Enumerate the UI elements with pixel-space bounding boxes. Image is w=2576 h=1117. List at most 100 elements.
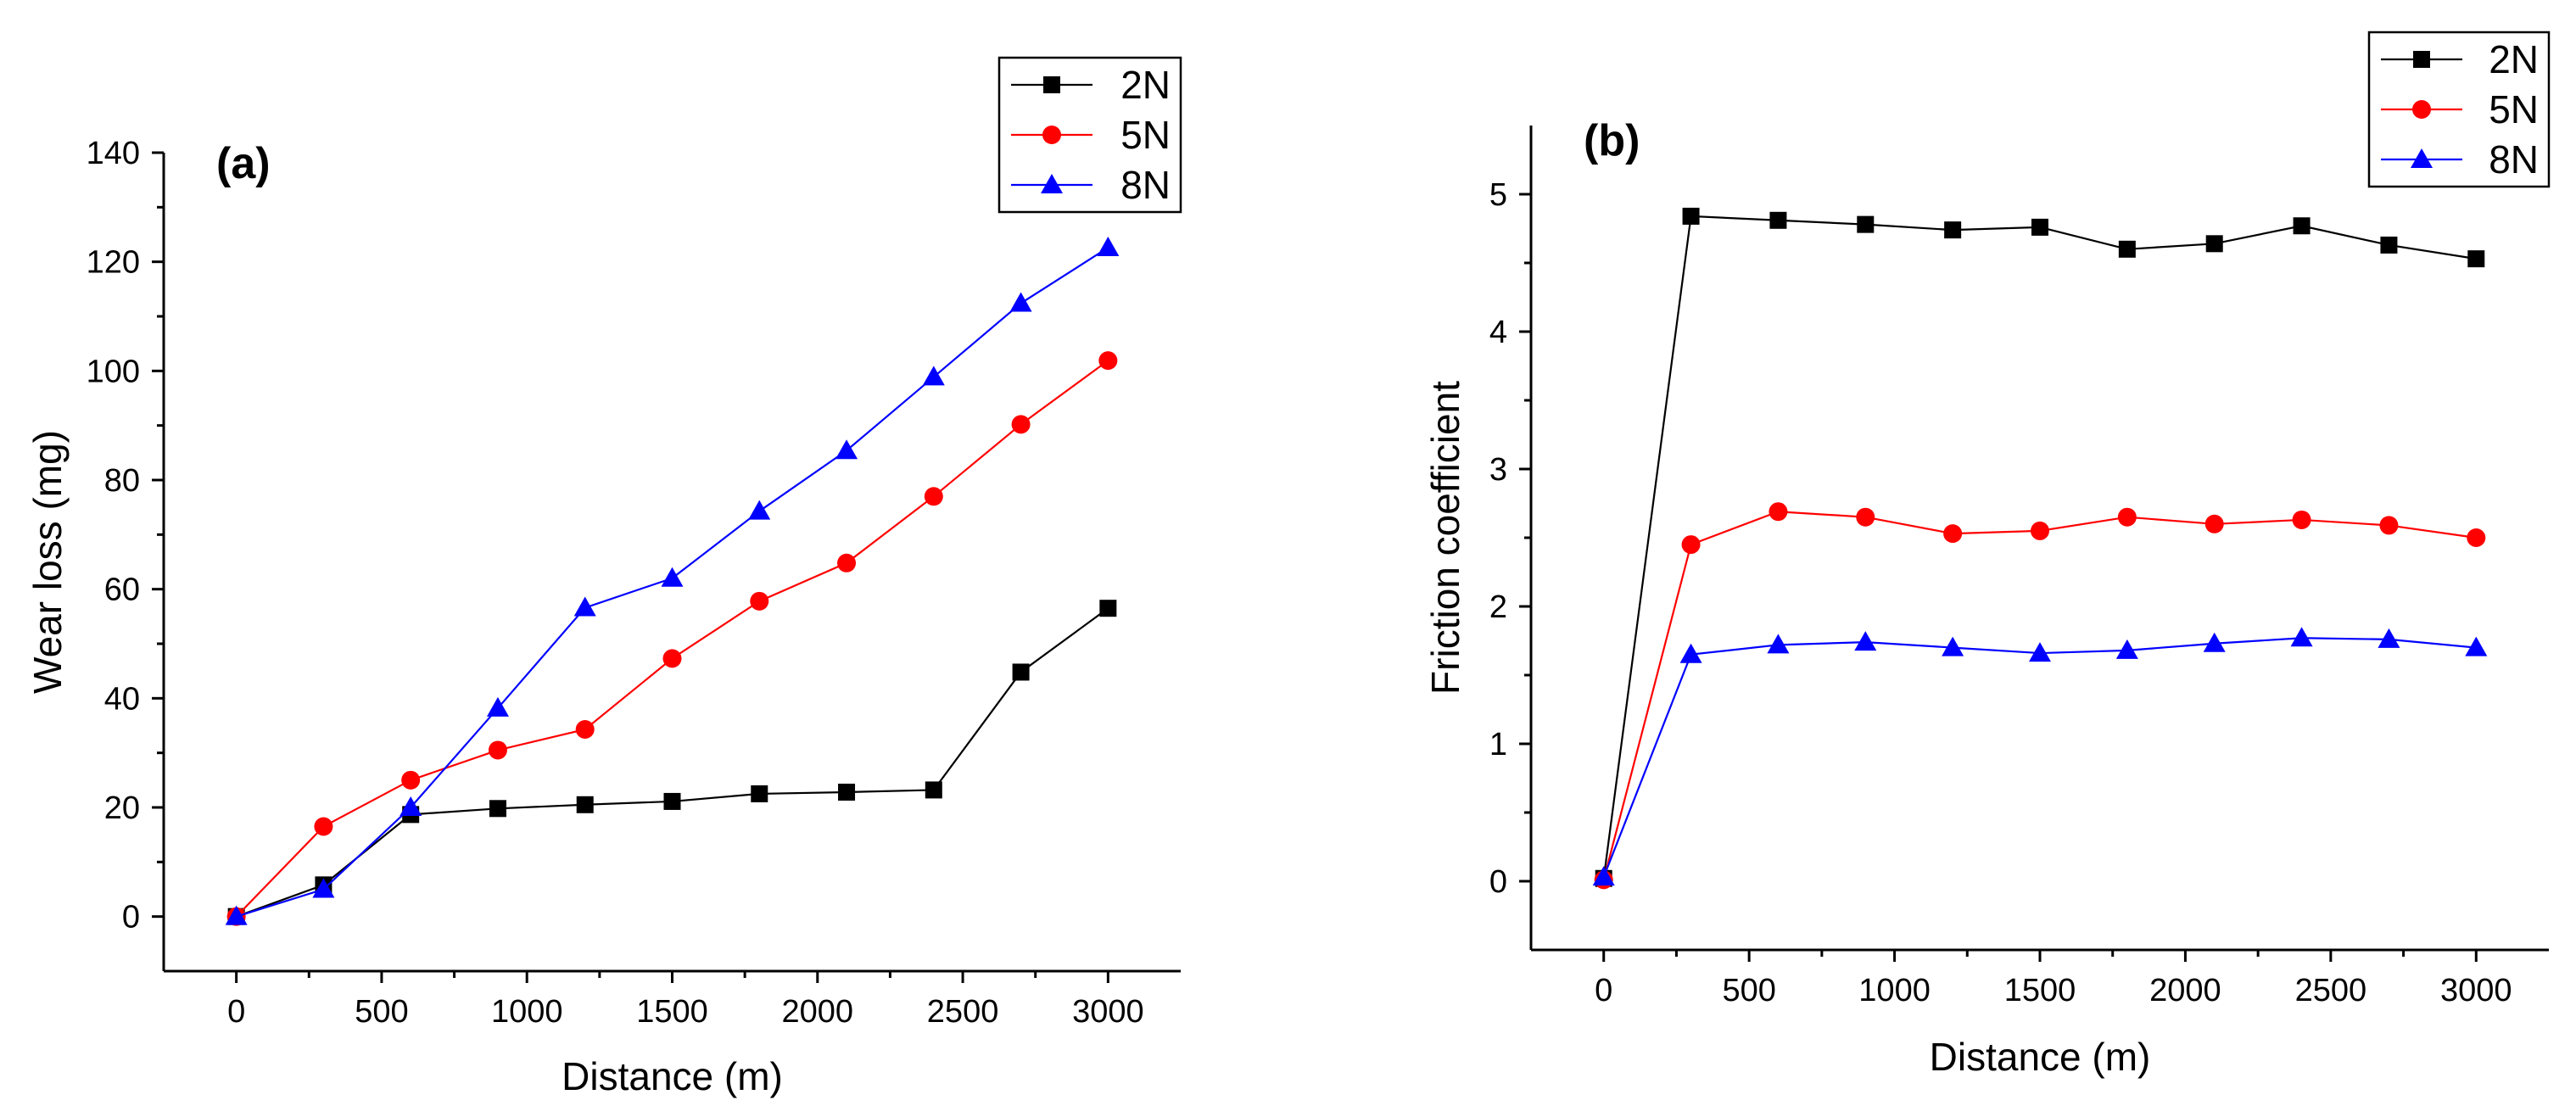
data-point-5N [837,553,857,572]
data-point-8N [400,796,422,816]
panel-a: 0 500 1000 1500 2000 2500 3000 0 20 40 60 80 100 120 1… [25,56,1182,1098]
data-point-2N [1857,215,1875,233]
x-tick-label: 1500 [636,994,708,1030]
y-tick-label: 1 [1489,727,1507,762]
data-point-8N [225,905,248,925]
data-point-5N [924,487,943,506]
legend: 2N 5N 8N [2367,31,2551,188]
legend-marker-5N [2412,100,2431,119]
data-point-8N [573,596,596,617]
legend-marker-8N [2411,148,2433,168]
data-point-5N [488,740,507,760]
legend-label: 5N [1120,113,1171,157]
data-point-2N [751,785,768,802]
x-tick-label: 2000 [782,994,854,1030]
data-point-2N [1769,211,1787,229]
y-tick-label: 100 [87,354,140,389]
data-point-8N [748,500,771,520]
series-5N [1594,502,2486,890]
legend-marker-5N [1042,126,1061,144]
data-point-2N [1944,221,1962,239]
data-point-8N [2115,639,2138,659]
legend-marker-2N [1043,76,1060,93]
legend-label: 8N [1120,163,1171,207]
y-tick-label: 140 [87,136,140,171]
data-point-2N [2380,236,2398,254]
data-point-5N [1681,535,1701,555]
data-point-5N [575,720,595,740]
x-axis-title: Distance (m) [1930,1035,2151,1079]
y-tick-label: 0 [122,900,140,935]
y-tick-label: 3 [1489,452,1507,488]
x-tick-label: 500 [1722,973,1775,1008]
series-line-5N [235,360,1109,918]
series-8N [1592,627,2488,886]
x-axis-title: Distance (m) [562,1054,783,1098]
data-point-5N [2117,507,2137,527]
data-point-8N [1009,292,1032,312]
x-tick-label: 0 [227,994,245,1030]
data-point-8N [661,567,684,587]
data-point-8N [2029,642,2051,662]
data-point-8N [486,696,509,717]
x-tick-label: 1000 [1858,973,1931,1008]
data-point-5N [2204,514,2224,533]
data-point-8N [2203,632,2226,652]
data-point-2N [1682,207,1700,225]
y-tick-label: 20 [104,790,140,826]
data-point-8N [1767,634,1790,654]
x-tick-label: 1500 [2004,973,2076,1008]
y-tick-label: 2 [1489,589,1507,625]
series-line-5N [1602,511,2477,880]
data-point-5N [314,817,333,836]
panel-label: (a) [216,139,271,188]
y-tick-label: 0 [1489,864,1507,900]
y-tick-label: 5 [1489,177,1507,213]
x-tick-label: 1000 [491,994,563,1030]
data-point-8N [1679,643,1702,663]
data-point-5N [1098,351,1118,371]
y-axis-title: Friction coefficient [1423,381,1467,695]
series-line-8N [1602,637,2477,878]
x-tick-label: 0 [1595,973,1612,1008]
legend-label: 2N [2489,37,2539,81]
series-line-2N [1602,215,2477,879]
data-point-2N [489,800,506,818]
series-2N [1595,207,2485,887]
data-point-2N [2031,218,2048,236]
data-point-2N [925,781,942,799]
legend-label: 2N [1120,63,1171,107]
x-tick-label: 2500 [927,994,999,1030]
x-tick-label: 500 [355,994,408,1030]
data-point-5N [401,770,421,790]
x-tick-label: 2000 [2149,973,2221,1008]
panel-label: (b) [1584,116,1640,165]
data-point-2N [576,796,594,813]
data-point-2N [2293,217,2311,235]
y-tick-label: 120 [87,245,140,281]
data-point-8N [2290,627,2313,647]
data-point-5N [1011,415,1031,434]
y-tick-label: 4 [1489,315,1507,350]
x-tick-label: 2500 [2295,973,2367,1008]
legend-marker-2N [2413,51,2430,68]
data-point-5N [1943,524,1963,544]
y-tick-label: 40 [104,681,140,717]
data-point-5N [662,649,682,668]
data-point-2N [1099,600,1117,617]
data-point-8N [312,878,335,898]
legend-marker-8N [1041,174,1063,193]
data-point-8N [1097,236,1120,256]
data-point-5N [1769,502,1788,522]
series-8N [225,236,1120,925]
data-point-8N [1854,631,1877,651]
data-point-8N [2378,628,2400,648]
data-point-5N [2292,510,2311,529]
y-axis-title: Wear loss (mg) [25,430,70,694]
legend-label: 5N [2489,87,2539,131]
data-point-5N [2031,521,2049,540]
legend-label: 8N [2489,137,2539,182]
data-point-2N [2205,235,2223,253]
data-point-2N [2467,250,2485,268]
